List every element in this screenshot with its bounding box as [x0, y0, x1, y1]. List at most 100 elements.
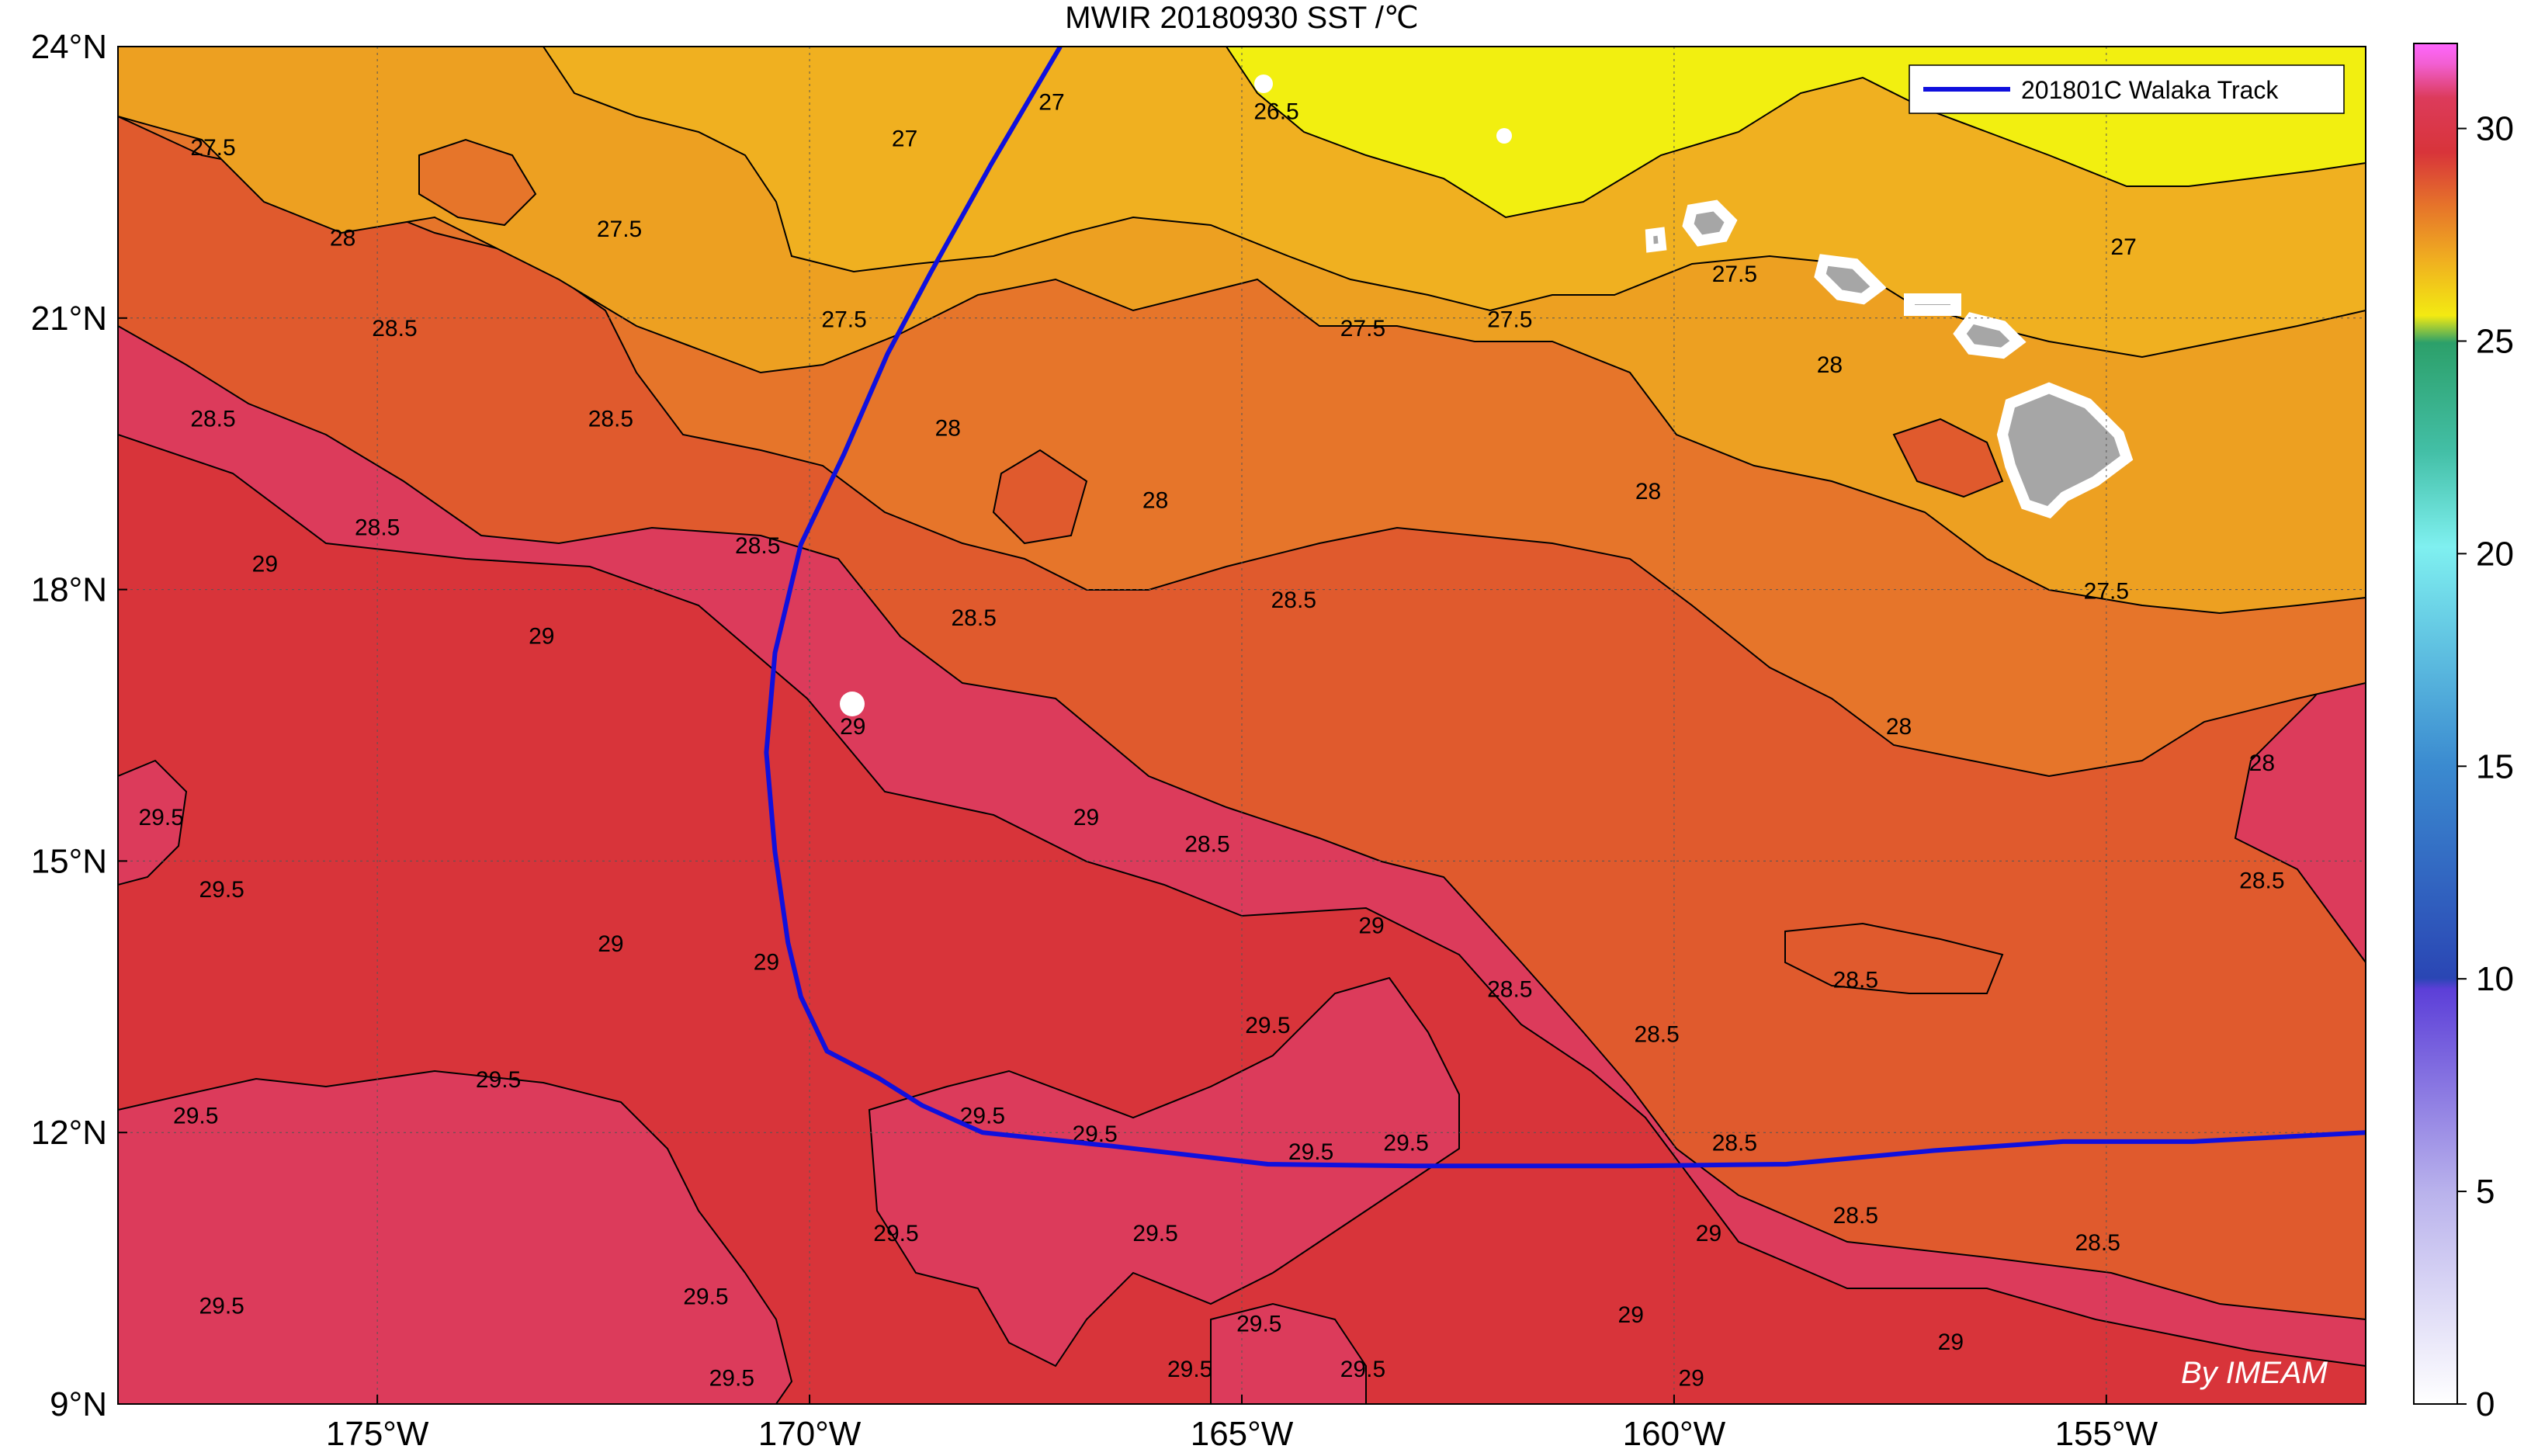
island-maui: [1953, 312, 2027, 359]
contour-label: 28: [1635, 479, 1661, 504]
missing-data-patch: [1496, 128, 1512, 144]
contour-label: 28.5: [2075, 1230, 2120, 1256]
contour-label: 29.5: [1383, 1131, 1428, 1156]
island-kauai: [1682, 199, 1738, 247]
contour-label: 27.5: [190, 135, 235, 161]
colorbar: 30 25 20 15 10 5 0: [2413, 43, 2514, 1423]
contour-label: 29.5: [476, 1067, 521, 1093]
sst-field: 27 26.5 27 27.5 28 27.5 28.5 28.5 28.5 27.5 28 28.5…: [118, 47, 2366, 1404]
contour-label: 27.5: [1340, 316, 1385, 341]
colorbar-tick-label: 30: [2476, 110, 2514, 148]
contour-label: 27: [2110, 234, 2136, 260]
colorbar-scale: [2413, 43, 2458, 1405]
contour-label: 28.5: [588, 407, 633, 432]
sst-29-5-center: [868, 976, 1460, 1368]
contour-label: 29.5: [873, 1221, 918, 1246]
contour-label: 29: [1679, 1366, 1704, 1392]
contour-label: 28: [935, 415, 961, 441]
island-niihau: [1645, 227, 1667, 253]
contour-label: 29: [1696, 1221, 1721, 1246]
contour-label: 29: [840, 714, 865, 740]
sst-28-5-blob-east: [1892, 418, 2004, 498]
contour-label: 28.5: [1634, 1022, 1679, 1048]
contour-label: 28.5: [952, 605, 997, 631]
contour-label: 27: [1038, 90, 1064, 116]
island-molokai: [1904, 293, 1961, 316]
contour-label: 29.5: [199, 877, 244, 903]
contour-label: 27.5: [1487, 307, 1532, 332]
contour-label: 28.5: [735, 533, 780, 559]
lat-tick-label: 18°N: [31, 571, 107, 609]
sst-28-5-blob: [992, 449, 1088, 545]
contour-label: 28: [1142, 488, 1168, 514]
contour-label: 29.5: [199, 1293, 244, 1319]
lon-tick-label: 170°W: [758, 1415, 862, 1452]
hawaii-islands: [1645, 199, 2134, 519]
lon-tick-label: 175°W: [326, 1415, 429, 1452]
contour-label: 29.5: [1132, 1221, 1177, 1246]
longitude-ticks: 175°W 170°W 165°W 160°W 155°W: [326, 1395, 2158, 1453]
missing-data-patch: [840, 692, 865, 716]
contour-label: 29.5: [1288, 1139, 1333, 1165]
colorbar-tick-label: 5: [2476, 1173, 2495, 1211]
contour-label: 28: [330, 226, 355, 251]
contour-label: 27.5: [2084, 578, 2129, 604]
latitude-ticks: 24°N 21°N 18°N 15°N 12°N 9°N: [31, 28, 127, 1423]
lat-tick-label: 15°N: [31, 842, 107, 880]
contour-label: 29.5: [1245, 1013, 1290, 1038]
lat-tick-label: 12°N: [31, 1114, 107, 1152]
contour-label: 28.5: [1184, 832, 1229, 858]
sst-28-5-blob-south-east: [1784, 922, 2004, 994]
contour-label: 28.5: [1833, 1203, 1878, 1229]
sst-29-5-south-center: [1210, 1302, 1367, 1404]
legend: 201801C Walaka Track: [1909, 64, 2345, 114]
sst-27-region: [542, 47, 2366, 359]
contour-label: 29: [1073, 805, 1099, 830]
lat-tick-label: 9°N: [50, 1385, 107, 1423]
contour-label: 28.5: [1833, 968, 1878, 993]
contour-label: 27: [892, 126, 917, 151]
contour-label: 28.5: [190, 407, 235, 432]
contour-label: 28.5: [1712, 1131, 1757, 1156]
contour-label: 29.5: [709, 1366, 754, 1392]
colorbar-tick-label: 25: [2476, 322, 2514, 360]
contour-label: 29.5: [683, 1284, 728, 1310]
legend-label: 201801C Walaka Track: [2021, 76, 2279, 104]
colorbar-tick-label: 0: [2476, 1385, 2495, 1423]
lon-tick-label: 165°W: [1191, 1415, 1294, 1452]
contour-label: 28: [1886, 714, 1912, 740]
contour-label: 27.5: [821, 307, 866, 332]
missing-data-patch: [1254, 75, 1273, 93]
sst-29-region: [118, 433, 2366, 1404]
sst-28-blob: [418, 138, 537, 227]
contour-label: 29: [252, 551, 278, 577]
sst-29-5-south-west: [118, 1069, 793, 1404]
contour-label: 29: [754, 949, 779, 975]
contour-label: 29: [598, 931, 623, 957]
contour-label: 29.5: [173, 1104, 218, 1129]
contour-label: 28.5: [1271, 588, 1316, 613]
contour-labels: 27 26.5 27 27.5 28 27.5 28.5 28.5 28.5 27.5 28 28.5…: [138, 90, 2284, 1392]
colorbar-tick-label: 20: [2476, 535, 2514, 573]
contour-label: 29.5: [1236, 1312, 1281, 1337]
lon-tick-label: 155°W: [2055, 1415, 2158, 1452]
contour-label: 27.5: [597, 217, 642, 242]
contour-label: 29: [529, 624, 554, 650]
contour-label: 29: [1938, 1329, 1964, 1355]
lon-tick-label: 160°W: [1623, 1415, 1726, 1452]
contour-label: 28.5: [372, 316, 417, 341]
contour-label: 28.5: [2239, 868, 2284, 893]
contour-label: 29: [1618, 1302, 1644, 1328]
contour-label: 28.5: [1487, 976, 1532, 1002]
contour-label: 27.5: [1712, 262, 1757, 287]
contour-label: 28: [2249, 751, 2275, 776]
contour-label: 29: [1358, 913, 1384, 939]
contour-label: 26.5: [1253, 99, 1298, 124]
contour-label: 29.5: [1167, 1357, 1212, 1382]
credit-watermark: By IMEAM: [2181, 1356, 2328, 1390]
island-big-island: [1996, 382, 2134, 519]
contour-label: 29.5: [138, 805, 183, 830]
sst-29-5-west: [118, 759, 188, 886]
graticule: [118, 47, 2366, 1404]
